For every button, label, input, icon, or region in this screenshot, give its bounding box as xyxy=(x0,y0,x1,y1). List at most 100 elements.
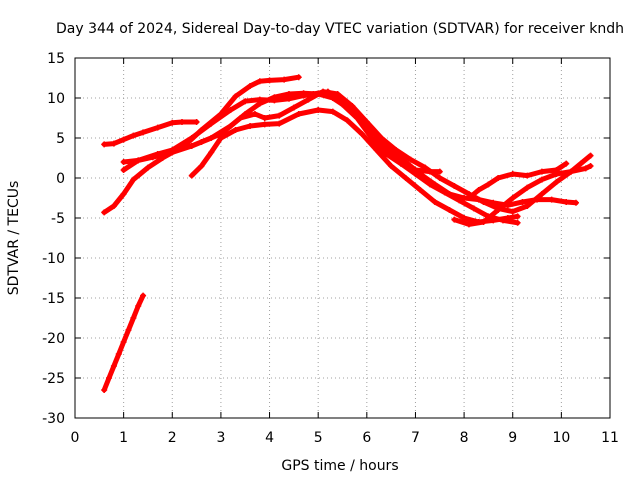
data-point xyxy=(286,91,292,97)
data-point xyxy=(480,199,487,205)
axis-ticks xyxy=(74,57,611,419)
data-point xyxy=(358,131,365,137)
data-point xyxy=(271,94,278,101)
data-point xyxy=(266,77,273,84)
data-point xyxy=(305,96,312,103)
data-point xyxy=(339,99,346,105)
data-point xyxy=(300,90,307,97)
x-tick-label: 0 xyxy=(71,430,80,446)
data-point xyxy=(125,327,132,333)
data-point xyxy=(577,160,584,167)
data-point xyxy=(154,124,161,131)
series-arc-10 xyxy=(324,88,521,226)
chart-title: Day 344 of 2024, Sidereal Day-to-day VTE… xyxy=(56,21,624,37)
x-tick-label: 8 xyxy=(460,430,469,446)
data-point xyxy=(417,187,424,193)
data-point xyxy=(179,119,185,125)
data-point xyxy=(441,189,448,196)
data-point xyxy=(572,199,579,206)
data-point xyxy=(217,131,224,137)
data-point xyxy=(232,127,239,133)
data-point xyxy=(538,168,545,175)
data-point xyxy=(281,76,288,83)
data-point xyxy=(480,219,487,225)
data-point xyxy=(368,127,375,133)
data-point xyxy=(431,199,438,205)
data-point xyxy=(101,209,108,216)
data-point xyxy=(295,74,302,81)
data-point xyxy=(412,171,419,177)
data-point xyxy=(261,115,268,121)
data-point xyxy=(329,108,336,115)
data-point xyxy=(227,107,234,113)
data-point xyxy=(587,163,594,169)
data-point xyxy=(237,115,244,121)
series-line xyxy=(199,89,593,215)
x-axis-label: GPS time / hours xyxy=(281,458,398,474)
data-point xyxy=(251,111,258,117)
data-point xyxy=(276,120,283,127)
y-axis-label: SDTVAR / TECUs xyxy=(6,181,22,296)
data-point xyxy=(495,207,502,213)
x-tick-label: 1 xyxy=(119,430,128,446)
x-tick-label: 3 xyxy=(216,430,225,446)
data-point xyxy=(475,187,482,193)
data-point xyxy=(144,164,151,171)
data-point xyxy=(101,387,108,393)
data-point xyxy=(514,219,521,226)
data-point xyxy=(509,208,516,215)
data-point xyxy=(198,139,205,145)
data-point xyxy=(451,216,458,223)
data-point xyxy=(563,160,570,167)
data-point xyxy=(193,119,200,125)
data-point xyxy=(495,175,502,181)
series-layer xyxy=(101,74,594,393)
plot-frame xyxy=(74,57,611,419)
data-point xyxy=(149,154,156,161)
data-point xyxy=(242,98,249,105)
data-point xyxy=(509,195,516,201)
data-point xyxy=(110,363,117,369)
data-point xyxy=(509,171,516,177)
series-arc-7 xyxy=(198,88,594,215)
data-point xyxy=(256,100,263,107)
series-arc-6 xyxy=(188,107,521,225)
data-point xyxy=(568,168,575,175)
data-point xyxy=(208,149,215,156)
data-point xyxy=(135,157,142,164)
y-tick-label: -10 xyxy=(42,251,65,267)
series-arc-1 xyxy=(101,119,200,148)
data-point xyxy=(402,175,409,181)
x-tick-label: 4 xyxy=(265,430,274,446)
data-point xyxy=(436,175,443,181)
data-point xyxy=(553,179,560,185)
y-tick-label: -5 xyxy=(51,211,65,227)
data-point xyxy=(110,203,117,209)
data-point xyxy=(514,213,521,220)
y-tick-label: 15 xyxy=(47,51,65,67)
y-tick-label: -30 xyxy=(42,411,65,427)
data-point xyxy=(188,135,195,141)
data-point xyxy=(256,78,263,85)
data-point xyxy=(388,163,395,169)
data-point xyxy=(315,107,322,113)
data-point xyxy=(538,176,545,183)
data-point xyxy=(354,111,361,117)
data-point xyxy=(130,132,137,139)
data-point xyxy=(500,217,506,224)
x-tick-labels: 0 1 2 3 4 5 6 7 8 9 10 11 xyxy=(71,430,619,446)
data-point xyxy=(456,197,463,204)
data-point xyxy=(519,199,526,205)
data-point xyxy=(451,183,458,189)
data-point xyxy=(295,111,302,117)
data-point xyxy=(485,213,492,220)
data-point xyxy=(383,147,390,153)
data-point xyxy=(397,160,404,167)
series-arc-3 xyxy=(101,292,147,393)
data-point xyxy=(427,181,434,188)
data-point xyxy=(548,196,555,203)
x-tick-label: 5 xyxy=(314,430,323,446)
series-arc-9 xyxy=(465,160,570,201)
data-point xyxy=(169,119,176,126)
